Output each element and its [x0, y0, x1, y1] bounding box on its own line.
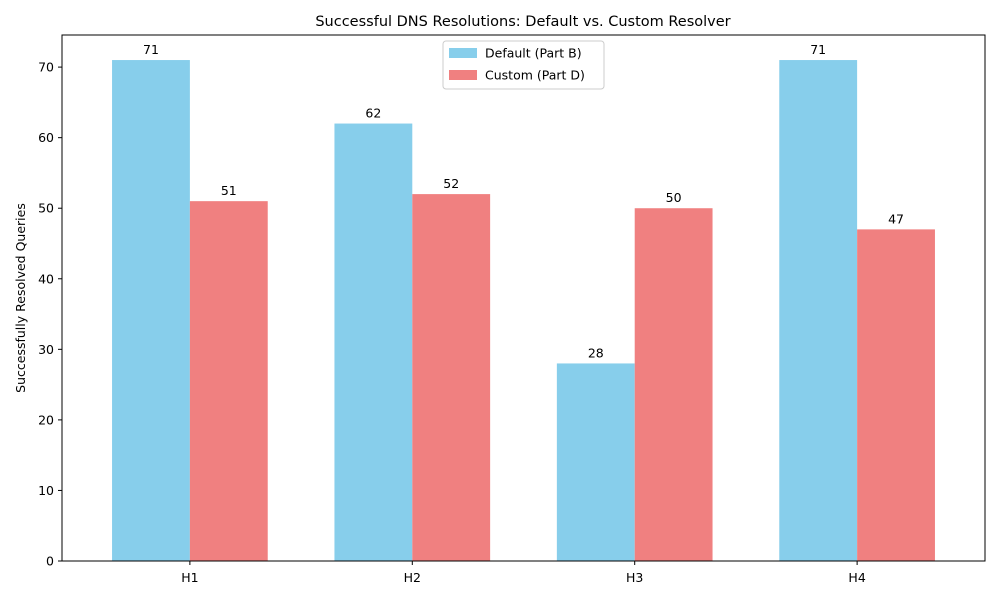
bar-h2-series-1 — [334, 123, 413, 562]
y-tick-label: 40 — [38, 271, 54, 286]
y-tick-label: 10 — [38, 483, 54, 498]
plot-area: 71 62 28 71 51 52 50 47 0 10 20 30 40 50 60 70 H1 H2 H3 H4 — [38, 34, 986, 585]
bar-h2-series-2 — [412, 194, 491, 562]
x-tick-label: H3 — [626, 570, 643, 585]
y-axis-label: Successfully Resolved Queries — [13, 203, 28, 393]
data-label: 50 — [666, 190, 682, 205]
y-tick-label: 70 — [38, 60, 54, 75]
chart-title: Successful DNS Resolutions: Default vs. … — [315, 14, 730, 30]
data-label: 71 — [810, 42, 826, 57]
bar-h3-series-1 — [556, 363, 635, 561]
y-tick-label: 30 — [38, 342, 54, 357]
bar-h4-series-1 — [779, 60, 858, 562]
legend-label-series-2: Custom (Part D) — [485, 68, 585, 83]
x-tick-label: H2 — [404, 570, 421, 585]
x-tick-label: H4 — [848, 570, 865, 585]
legend-label-series-1: Default (Part B) — [485, 46, 582, 61]
y-tick-label: 0 — [46, 554, 54, 569]
bar-h1-series-1 — [112, 60, 190, 562]
legend-box — [442, 40, 605, 90]
data-label: 71 — [143, 42, 159, 57]
bar-h3-series-2 — [634, 208, 713, 562]
y-tick-label: 60 — [38, 130, 54, 145]
bar-h1-series-2 — [189, 201, 268, 562]
data-label: 62 — [365, 106, 381, 121]
y-tick-label: 20 — [38, 412, 54, 427]
legend: Default (Part B) Custom (Part D) — [442, 40, 605, 90]
data-label: 52 — [443, 176, 459, 191]
y-tick-label: 50 — [38, 201, 54, 216]
legend-swatch-series-1 — [449, 48, 477, 58]
plot-frame — [61, 34, 986, 562]
x-tick-label: H1 — [181, 570, 198, 585]
data-label: 28 — [588, 345, 604, 360]
data-label: 51 — [221, 183, 237, 198]
data-label: 47 — [888, 211, 904, 226]
legend-swatch-series-2 — [449, 70, 477, 80]
bar-h4-series-2 — [857, 229, 935, 561]
